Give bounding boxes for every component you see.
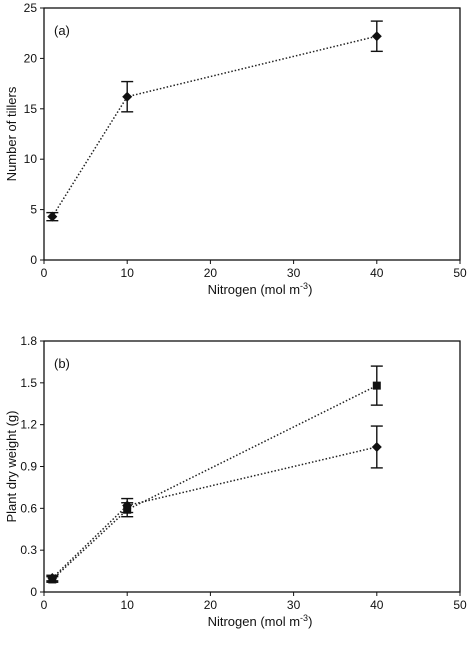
series-line <box>51 384 378 580</box>
y-tick-label: 1.8 <box>20 334 37 348</box>
chart-panel-b: 0 0.3 0.6 0.9 1.2 1.5 1.8 0 10 20 30 40 50 Nitrogen (… <box>4 334 467 629</box>
y-tick-label: 0.9 <box>20 460 37 474</box>
x-tick-label: 0 <box>41 598 48 612</box>
y-axis-label: Plant dry weight (g) <box>4 411 19 523</box>
y-tick-label: 1.2 <box>20 418 37 432</box>
x-axis-label-main: Nitrogen (mol m <box>208 282 300 297</box>
y-tick-label: 0 <box>30 585 37 599</box>
x-axis-label: Nitrogen (mol m-3) <box>208 613 313 629</box>
series-line <box>51 35 377 218</box>
y-tick-label: 10 <box>24 152 38 166</box>
x-axis-label-superscript: -3 <box>300 613 308 623</box>
y-tick-label: 15 <box>24 102 38 116</box>
data-point-diamond <box>47 573 58 584</box>
data-point-diamond <box>47 211 58 222</box>
plot-frame <box>43 7 461 261</box>
x-tick-label: 10 <box>121 598 135 612</box>
y-tick-label: 5 <box>30 203 37 217</box>
x-axis-label-end: ) <box>308 614 312 629</box>
y-tick-label: 0 <box>30 253 37 267</box>
data-point-diamond <box>371 31 382 42</box>
x-tick-label: 30 <box>287 266 301 280</box>
y-tick-label: 20 <box>24 51 38 65</box>
x-axis-label-superscript: -3 <box>300 281 308 291</box>
y-tick-label: 0.3 <box>20 543 37 557</box>
x-tick-label: 50 <box>453 266 467 280</box>
x-tick-label: 40 <box>370 598 384 612</box>
x-tick-label: 20 <box>204 598 218 612</box>
x-axis-label: Nitrogen (mol m-3) <box>208 281 313 297</box>
x-tick-label: 50 <box>453 598 467 612</box>
y-tick-label: 0.6 <box>20 501 37 515</box>
data-point-diamond <box>371 441 382 452</box>
x-tick-label: 30 <box>287 598 301 612</box>
data-point-diamond <box>122 500 133 511</box>
x-axis-label-main: Nitrogen (mol m <box>208 614 300 629</box>
x-tick-label: 10 <box>121 266 135 280</box>
y-axis-label: Number of tillers <box>4 86 19 181</box>
plot-frame <box>43 340 461 593</box>
data-point-square <box>372 381 381 390</box>
x-tick-label: 0 <box>41 266 48 280</box>
data-point-diamond <box>122 91 133 102</box>
x-tick-label: 20 <box>204 266 218 280</box>
y-tick-label: 1.5 <box>20 376 37 390</box>
panel-label: (a) <box>54 23 70 38</box>
x-tick-label: 40 <box>370 266 384 280</box>
x-axis-label-end: ) <box>308 282 312 297</box>
panel-label: (b) <box>54 356 70 371</box>
y-tick-label: 25 <box>24 1 38 15</box>
